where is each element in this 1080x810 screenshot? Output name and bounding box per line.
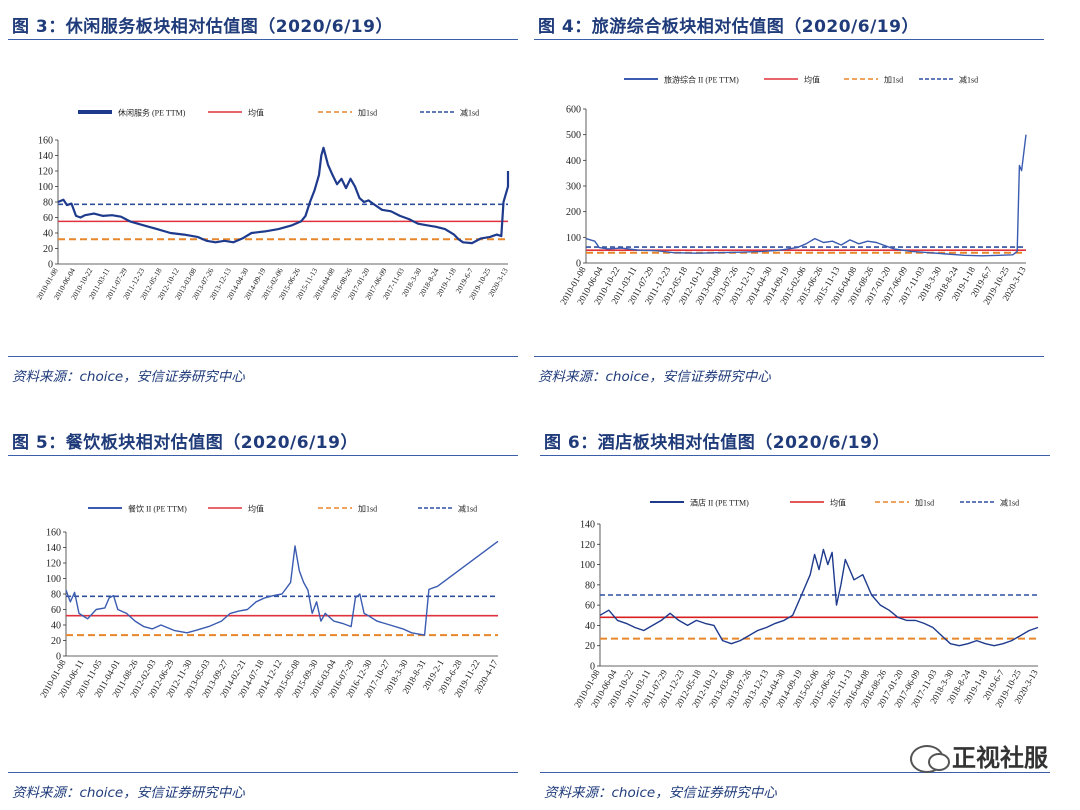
y-tick-label: 140 bbox=[46, 543, 61, 554]
legend-label: 休闲服务 (PE TTM) bbox=[118, 108, 186, 118]
title-divider bbox=[540, 455, 1050, 456]
series-line bbox=[65, 540, 499, 636]
chart-title: 图 4：旅游综合板块相对估值图（2020/6/19） bbox=[538, 17, 919, 37]
y-tick-label: 0 bbox=[576, 259, 581, 270]
legend-label: 减1sd bbox=[959, 75, 978, 85]
y-tick-label: 60 bbox=[43, 213, 53, 224]
y-tick-label: 20 bbox=[43, 244, 53, 255]
legend-label: 旅游综合 II (PE TTM) bbox=[664, 75, 739, 85]
y-tick-label: 160 bbox=[46, 528, 61, 539]
series-line bbox=[599, 548, 1039, 647]
legend-label: 均值 bbox=[248, 108, 264, 118]
legend-label: 减1sd bbox=[1000, 498, 1019, 508]
y-tick-label: 40 bbox=[43, 229, 53, 240]
series-line bbox=[57, 146, 510, 245]
chart-panel: 图 5：餐饮板块相对估值图（2020/6/19） 餐饮 II (PE TTM) 均值… bbox=[8, 420, 518, 810]
title-divider bbox=[534, 39, 1044, 40]
y-tick-label: 0 bbox=[590, 662, 595, 673]
legend-label: 加1sd bbox=[358, 504, 377, 514]
y-tick-label: 80 bbox=[43, 198, 53, 209]
chart-panel: 图 6：酒店板块相对估值图（2020/6/19） 酒店 II (PE TTM) 均值… bbox=[540, 420, 1050, 810]
watermark-text: 正视社服 bbox=[952, 744, 1048, 772]
y-tick-label: 80 bbox=[585, 580, 595, 591]
y-tick-label: 60 bbox=[585, 601, 595, 612]
y-tick-label: 120 bbox=[38, 167, 53, 178]
source-note: 资料来源：choice，安信证券研究中心 bbox=[12, 785, 245, 801]
chart-title: 图 5：餐饮板块相对估值图（2020/6/19） bbox=[12, 433, 358, 453]
legend-label: 餐饮 II (PE TTM) bbox=[128, 504, 187, 514]
y-tick-label: 300 bbox=[566, 182, 581, 193]
source-note: 资料来源：choice，安信证券研究中心 bbox=[538, 369, 771, 385]
y-tick-label: 200 bbox=[566, 207, 581, 218]
y-tick-label: 20 bbox=[585, 641, 595, 652]
y-tick-label: 0 bbox=[56, 652, 61, 663]
y-tick-label: 100 bbox=[38, 182, 53, 193]
y-tick-label: 140 bbox=[38, 151, 53, 162]
chart-svg: 酒店 II (PE TTM) 均值 加1sd 减1sd 0 20 40 60 80 100 120 1… bbox=[572, 498, 1040, 710]
chart-svg: 旅游综合 II (PE TTM) 均值 加1sd 减1sd 0 100 200 300 400 5… bbox=[558, 75, 1028, 307]
legend-label: 均值 bbox=[248, 504, 264, 514]
legend-label: 均值 bbox=[830, 498, 846, 508]
y-tick-label: 100 bbox=[46, 574, 61, 585]
chart-title: 图 6：酒店板块相对估值图（2020/6/19） bbox=[544, 433, 890, 453]
y-tick-label: 120 bbox=[46, 559, 61, 570]
y-tick-label: 100 bbox=[566, 233, 581, 244]
source-note: 资料来源：choice，安信证券研究中心 bbox=[12, 369, 245, 385]
y-tick-label: 80 bbox=[51, 590, 61, 601]
title-divider bbox=[8, 455, 518, 456]
chart-svg: 餐饮 II (PE TTM) 均值 加1sd 减1sd 0 20 40 60 80 100 120 1… bbox=[38, 504, 500, 700]
legend-label: 酒店 II (PE TTM) bbox=[690, 498, 749, 508]
y-tick-label: 20 bbox=[51, 636, 61, 647]
legend-label: 加1sd bbox=[915, 498, 934, 508]
y-tick-label: 100 bbox=[580, 560, 595, 571]
y-tick-label: 500 bbox=[566, 130, 581, 141]
legend-label: 加1sd bbox=[358, 108, 377, 118]
chart-svg: 休闲服务 (PE TTM) 均值 加1sd 减1sd 0 20 40 60 80 100 120 14… bbox=[34, 108, 510, 302]
y-tick-label: 160 bbox=[38, 136, 53, 147]
legend-label: 加1sd bbox=[884, 75, 903, 85]
chart-panel: 图 3：休闲服务板块相对估值图（2020/6/19） 休闲服务 (PE TTM) 均… bbox=[8, 4, 518, 394]
y-tick-label: 140 bbox=[580, 520, 595, 531]
y-tick-label: 400 bbox=[566, 156, 581, 167]
series-line bbox=[585, 134, 1027, 257]
legend-label: 减1sd bbox=[458, 504, 477, 514]
legend-label: 均值 bbox=[804, 75, 820, 85]
source-note: 资料来源：choice，安信证券研究中心 bbox=[544, 785, 777, 801]
title-divider bbox=[8, 39, 518, 40]
chart-panel: 图 4：旅游综合板块相对估值图（2020/6/19） 旅游综合 II (PE TT… bbox=[534, 4, 1044, 394]
y-tick-label: 0 bbox=[48, 260, 53, 271]
y-tick-label: 60 bbox=[51, 605, 61, 616]
watermark: 正视社服 bbox=[910, 738, 1048, 773]
y-tick-label: 40 bbox=[51, 621, 61, 632]
y-tick-label: 120 bbox=[580, 540, 595, 551]
source-divider bbox=[8, 772, 518, 773]
y-tick-label: 40 bbox=[585, 621, 595, 632]
y-tick-label: 600 bbox=[566, 105, 581, 116]
source-divider bbox=[540, 772, 1050, 773]
source-divider bbox=[8, 356, 518, 357]
chart-title: 图 3：休闲服务板块相对估值图（2020/6/19） bbox=[12, 17, 393, 37]
legend-label: 减1sd bbox=[460, 108, 479, 118]
source-divider bbox=[534, 356, 1044, 357]
wechat-icon bbox=[910, 745, 950, 773]
